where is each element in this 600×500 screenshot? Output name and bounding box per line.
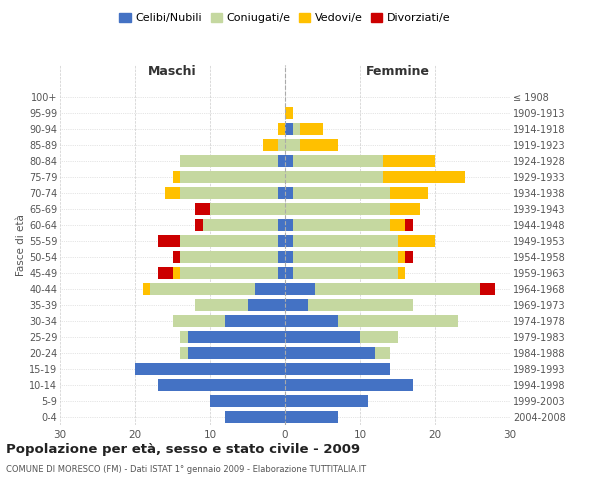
Bar bbox=[277, 251, 285, 263]
Bar bbox=[293, 235, 398, 247]
Bar bbox=[308, 299, 413, 311]
Bar bbox=[277, 267, 285, 279]
Text: COMUNE DI MORESCO (FM) - Dati ISTAT 1° gennaio 2009 - Elaborazione TUTTITALIA.IT: COMUNE DI MORESCO (FM) - Dati ISTAT 1° g… bbox=[6, 466, 366, 474]
Bar bbox=[300, 123, 323, 135]
Bar bbox=[180, 171, 285, 183]
Bar bbox=[173, 251, 180, 263]
Bar bbox=[337, 315, 458, 327]
Bar bbox=[398, 235, 435, 247]
Bar bbox=[187, 331, 285, 343]
Bar bbox=[285, 379, 413, 391]
Legend: Celibi/Nubili, Coniugati/e, Vedovi/e, Divorziati/e: Celibi/Nubili, Coniugati/e, Vedovi/e, Di… bbox=[119, 13, 451, 24]
Bar bbox=[285, 267, 293, 279]
Bar bbox=[173, 267, 180, 279]
Bar bbox=[285, 363, 390, 375]
Bar bbox=[285, 395, 367, 407]
Bar bbox=[225, 411, 285, 423]
Bar bbox=[180, 251, 277, 263]
Bar bbox=[375, 347, 390, 359]
Bar bbox=[277, 219, 285, 231]
Bar bbox=[255, 283, 285, 295]
Bar bbox=[285, 235, 293, 247]
Bar bbox=[285, 107, 293, 119]
Bar bbox=[277, 123, 285, 135]
Bar bbox=[405, 251, 413, 263]
Bar bbox=[225, 315, 285, 327]
Bar bbox=[285, 155, 293, 167]
Bar bbox=[180, 187, 277, 199]
Bar bbox=[195, 219, 203, 231]
Bar bbox=[165, 187, 180, 199]
Bar bbox=[285, 347, 375, 359]
Text: Popolazione per età, sesso e stato civile - 2009: Popolazione per età, sesso e stato civil… bbox=[6, 442, 360, 456]
Bar bbox=[180, 267, 277, 279]
Bar bbox=[180, 235, 277, 247]
Bar bbox=[285, 171, 383, 183]
Bar bbox=[277, 155, 285, 167]
Bar bbox=[195, 203, 210, 215]
Bar bbox=[285, 187, 293, 199]
Bar bbox=[398, 251, 405, 263]
Bar bbox=[285, 251, 293, 263]
Bar bbox=[293, 251, 398, 263]
Bar bbox=[383, 155, 435, 167]
Bar bbox=[157, 267, 173, 279]
Bar bbox=[390, 219, 405, 231]
Bar bbox=[277, 187, 285, 199]
Bar bbox=[285, 203, 390, 215]
Text: Maschi: Maschi bbox=[148, 65, 197, 78]
Bar bbox=[360, 331, 398, 343]
Bar bbox=[173, 171, 180, 183]
Bar bbox=[293, 123, 300, 135]
Bar bbox=[285, 139, 300, 151]
Bar bbox=[157, 235, 180, 247]
Bar bbox=[293, 155, 383, 167]
Bar bbox=[135, 363, 285, 375]
Bar bbox=[180, 347, 187, 359]
Bar bbox=[315, 283, 480, 295]
Bar bbox=[203, 219, 277, 231]
Bar bbox=[390, 187, 427, 199]
Bar bbox=[480, 283, 495, 295]
Bar bbox=[195, 299, 248, 311]
Bar bbox=[293, 267, 398, 279]
Bar bbox=[180, 331, 187, 343]
Bar bbox=[398, 267, 405, 279]
Y-axis label: Fasce di età: Fasce di età bbox=[16, 214, 26, 276]
Bar bbox=[150, 283, 255, 295]
Bar bbox=[300, 139, 337, 151]
Bar bbox=[277, 235, 285, 247]
Bar bbox=[285, 331, 360, 343]
Bar bbox=[390, 203, 420, 215]
Bar bbox=[285, 299, 308, 311]
Bar bbox=[210, 203, 285, 215]
Bar bbox=[157, 379, 285, 391]
Bar bbox=[293, 219, 390, 231]
Bar bbox=[210, 395, 285, 407]
Bar bbox=[143, 283, 150, 295]
Bar bbox=[248, 299, 285, 311]
Bar bbox=[285, 411, 337, 423]
Bar bbox=[277, 139, 285, 151]
Bar bbox=[285, 315, 337, 327]
Bar bbox=[285, 123, 293, 135]
Bar bbox=[285, 219, 293, 231]
Bar bbox=[293, 187, 390, 199]
Bar bbox=[263, 139, 277, 151]
Bar bbox=[173, 315, 225, 327]
Bar bbox=[285, 283, 315, 295]
Bar bbox=[405, 219, 413, 231]
Bar bbox=[180, 155, 277, 167]
Text: Femmine: Femmine bbox=[365, 65, 430, 78]
Bar bbox=[383, 171, 465, 183]
Bar bbox=[187, 347, 285, 359]
